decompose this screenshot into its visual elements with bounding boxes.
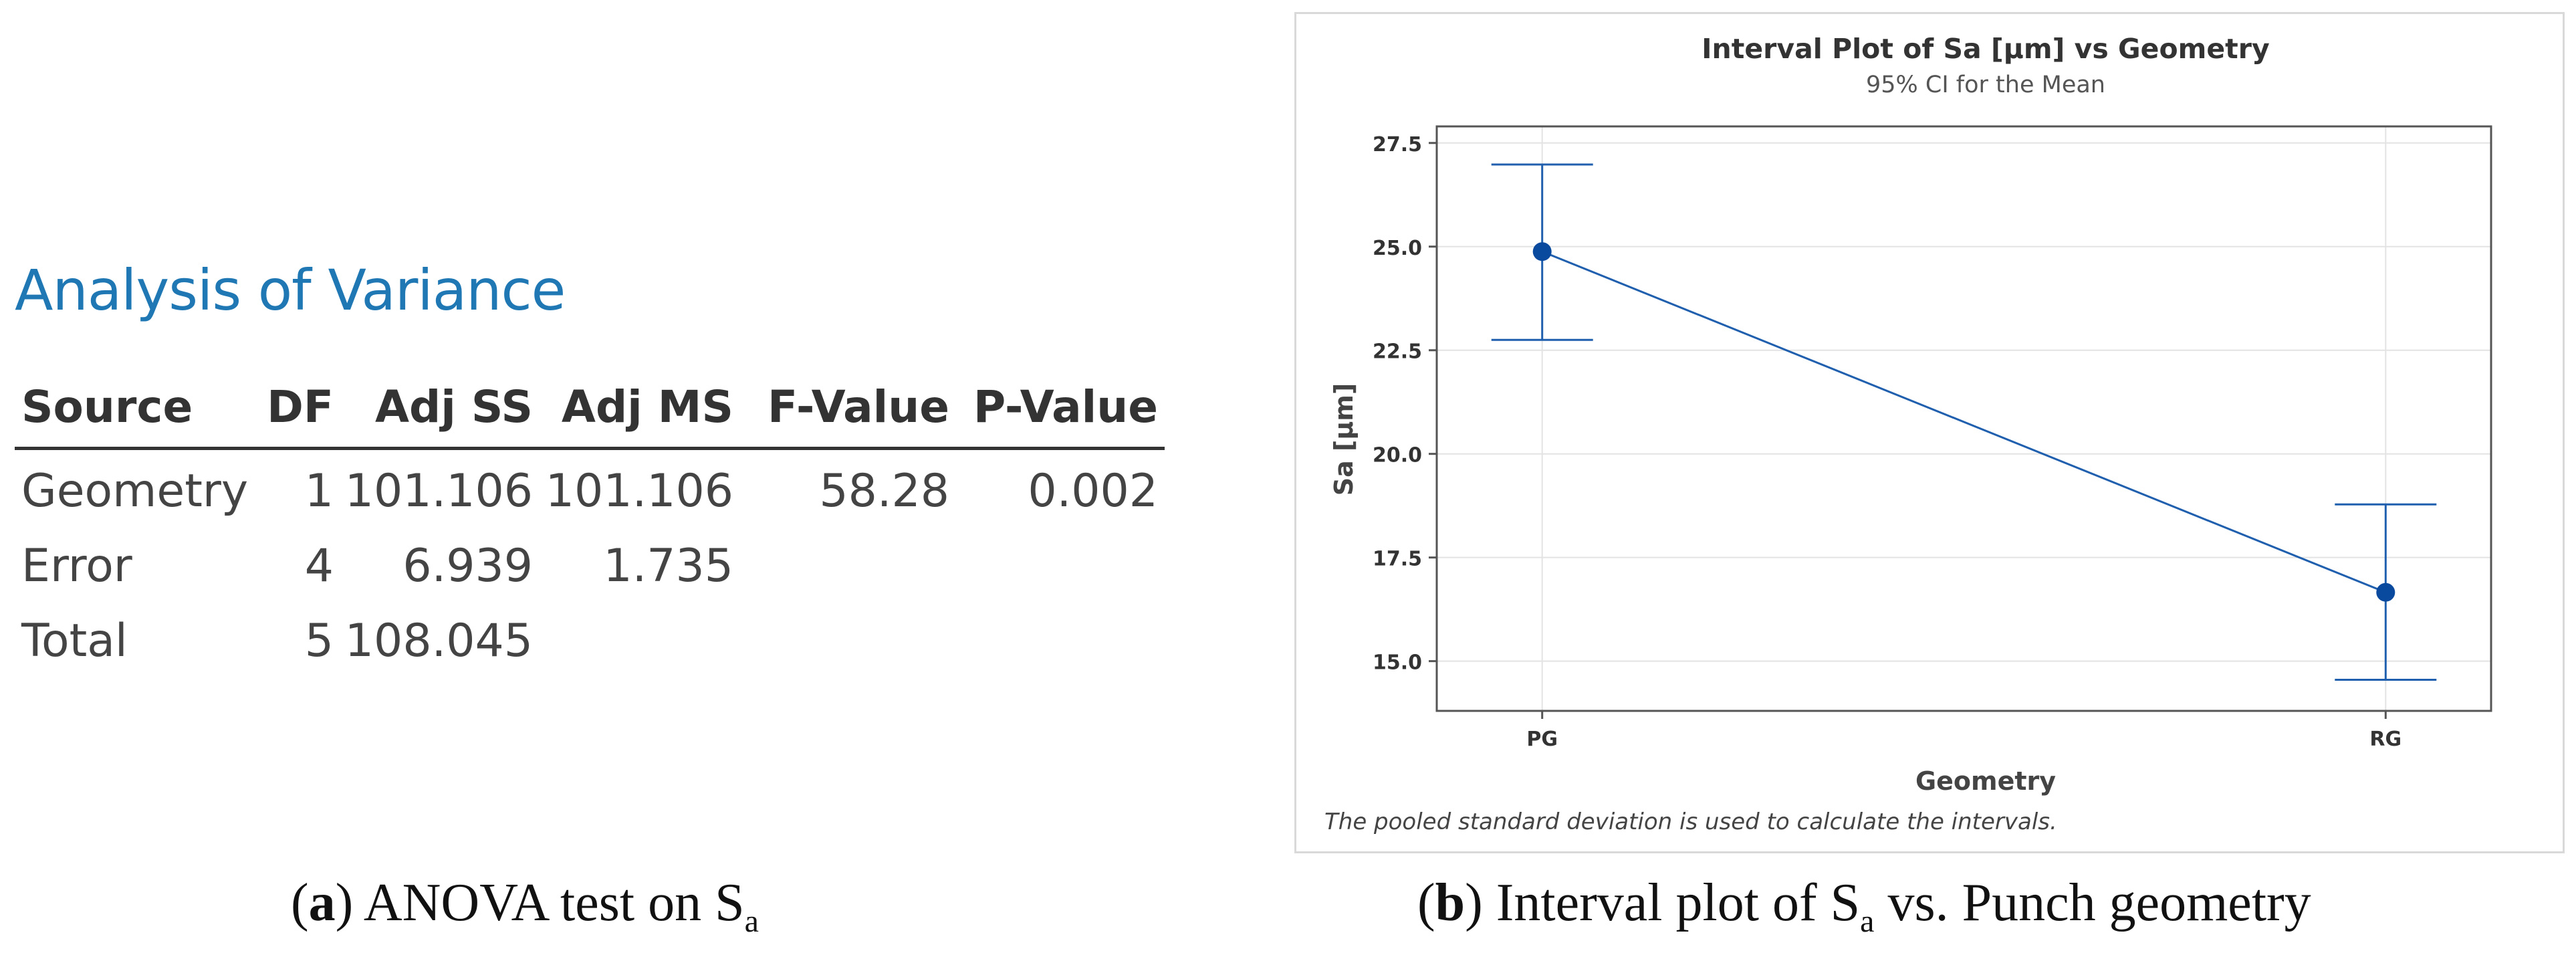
caption-a: (a) ANOVA test on Sa	[291, 873, 759, 939]
cell-source: Total	[21, 615, 128, 667]
y-tick-label: 20.0	[1373, 444, 1422, 467]
chart-subtitle: 95% CI for the Mean	[1866, 72, 2105, 98]
cell-df: 5	[304, 615, 334, 667]
col-header-source: Source	[21, 381, 193, 433]
caption-a-letter: a	[308, 873, 336, 932]
interval-rg	[2335, 503, 2437, 681]
mean-point	[2376, 582, 2395, 602]
cell-adj-ss: 108.045	[344, 615, 533, 667]
caption-a-text: ANOVA test on S	[353, 873, 745, 932]
y-tick-label: 17.5	[1373, 548, 1422, 571]
cell-df: 1	[304, 465, 334, 518]
mean-connect-line	[1542, 250, 2386, 594]
cell-adj-ss: 6.939	[402, 540, 533, 593]
interval-pg	[1491, 163, 1593, 341]
cell-df: 4	[304, 540, 334, 593]
chart-footnote: The pooled standard deviation is used to…	[1324, 809, 2057, 835]
y-tick-label: 27.5	[1373, 133, 1422, 156]
cell-f-value: 58.28	[819, 465, 949, 518]
caption-a-subscript: a	[744, 903, 759, 939]
table-row: Error 4 6.939 1.735	[15, 533, 1165, 608]
anova-table: Source DF Adj SS Adj MS F-Value P-Value …	[15, 374, 1165, 683]
y-tick-label: 15.0	[1373, 651, 1422, 675]
col-header-adj-ms: Adj MS	[561, 381, 733, 433]
y-axis: 15.0 17.5 20.0 22.5 25.0 27.5	[1373, 133, 1437, 675]
cell-source: Geometry	[21, 465, 249, 518]
x-axis: PG RG	[1526, 711, 2402, 751]
chart-title: Interval Plot of Sa [µm] vs Geometry	[1702, 33, 2269, 65]
col-header-p-value: P-Value	[973, 381, 1158, 433]
table-row: Geometry 1 101.106 101.106 58.28 0.002	[15, 458, 1165, 533]
y-tick-label: 25.0	[1373, 237, 1422, 260]
x-tick-label: RG	[2369, 728, 2402, 751]
anova-heading: Analysis of Variance	[15, 257, 566, 323]
anova-header-row: Source DF Adj SS Adj MS F-Value P-Value	[15, 374, 1165, 450]
caption-b-text-1: Interval plot of S	[1482, 873, 1861, 932]
y-tick-label: 22.5	[1373, 340, 1422, 364]
table-row: Total 5 108.045	[15, 608, 1165, 683]
cell-source: Error	[21, 540, 132, 593]
cell-adj-ms: 1.735	[603, 540, 733, 593]
caption-b: (b) Interval plot of Sa vs. Punch geomet…	[1417, 873, 2311, 939]
col-header-f-value: F-Value	[767, 381, 949, 433]
y-axis-label: Sa [µm]	[1329, 383, 1359, 496]
caption-b-letter: b	[1435, 873, 1466, 932]
grid-layer	[1437, 126, 2491, 711]
x-tick-label: PG	[1526, 728, 1558, 751]
x-axis-label: Geometry	[1915, 766, 2056, 796]
caption-b-subscript: a	[1860, 903, 1875, 939]
cell-adj-ms: 101.106	[545, 465, 733, 518]
series-layer	[1491, 163, 2437, 681]
interval-plot: Interval Plot of Sa [µm] vs Geometry 95%…	[1329, 33, 2492, 796]
cell-adj-ss: 101.106	[344, 465, 533, 518]
interval-plot-panel: Interval Plot of Sa [µm] vs Geometry 95%…	[1294, 12, 2565, 853]
anova-panel: Analysis of Variance Source DF Adj SS Ad…	[0, 0, 1270, 963]
plot-frame	[1435, 125, 2492, 712]
mean-point	[1532, 242, 1552, 261]
col-header-df: DF	[267, 381, 334, 433]
cell-p-value: 0.002	[1028, 465, 1158, 518]
col-header-adj-ss: Adj SS	[374, 381, 533, 433]
caption-b-text-2: vs. Punch geometry	[1874, 873, 2311, 932]
